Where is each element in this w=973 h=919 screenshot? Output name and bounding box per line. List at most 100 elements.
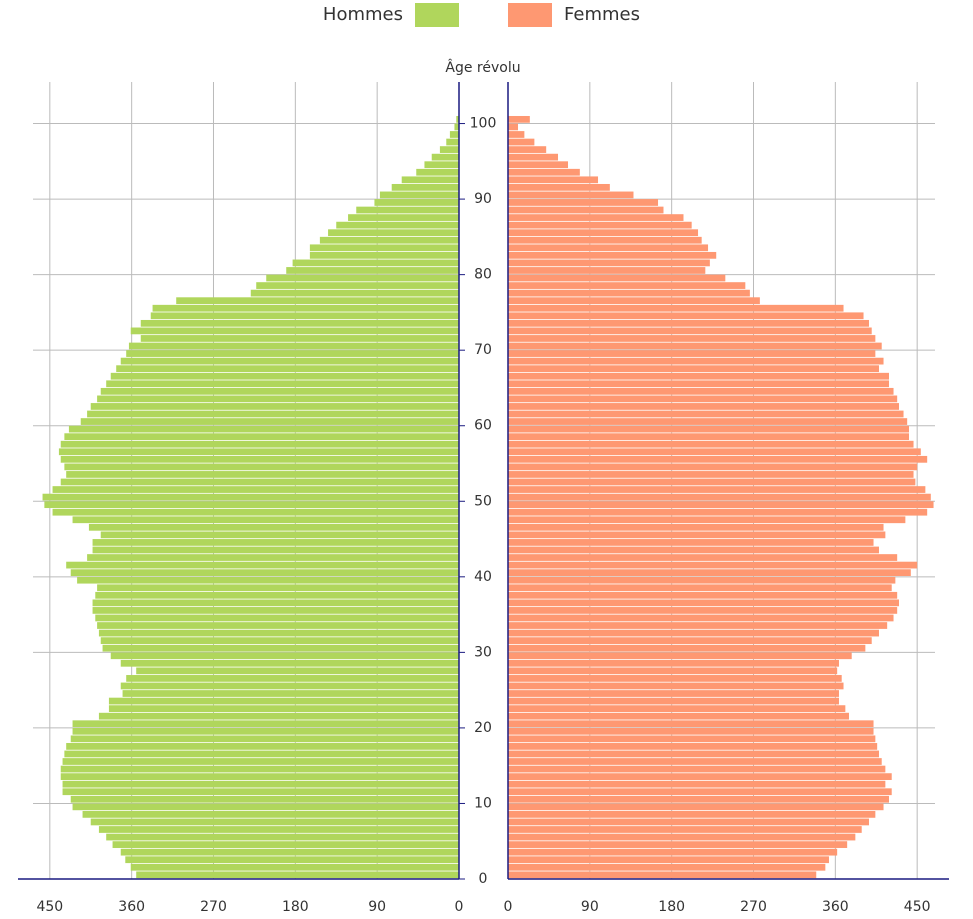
bar bbox=[508, 682, 844, 690]
bar bbox=[60, 478, 459, 486]
bar bbox=[98, 826, 459, 833]
bar bbox=[508, 644, 866, 652]
bar bbox=[97, 584, 460, 592]
bar bbox=[508, 183, 610, 191]
y-tick-label: 60 bbox=[474, 418, 492, 434]
bar bbox=[60, 773, 459, 780]
bar bbox=[106, 833, 459, 841]
bar bbox=[508, 387, 894, 395]
bar bbox=[508, 229, 699, 237]
bar bbox=[286, 267, 459, 274]
bar bbox=[508, 176, 599, 184]
bar bbox=[431, 153, 459, 161]
bar bbox=[508, 584, 892, 592]
bar bbox=[52, 508, 459, 516]
bar bbox=[64, 750, 459, 758]
bar bbox=[508, 274, 726, 282]
bar bbox=[508, 319, 869, 327]
bar bbox=[508, 561, 918, 569]
bar bbox=[90, 403, 459, 410]
bar bbox=[508, 531, 886, 539]
bar bbox=[391, 183, 459, 191]
bar bbox=[508, 282, 746, 289]
x-tick-label: 270 bbox=[200, 899, 227, 915]
bar bbox=[64, 433, 459, 441]
bar bbox=[508, 795, 889, 803]
bar bbox=[70, 795, 459, 803]
bar bbox=[508, 614, 894, 622]
bar bbox=[508, 259, 710, 267]
bar bbox=[508, 690, 839, 697]
bar bbox=[120, 848, 460, 856]
bar bbox=[508, 455, 928, 463]
bar bbox=[508, 599, 899, 607]
bar bbox=[508, 697, 839, 705]
bar bbox=[508, 372, 889, 380]
bar bbox=[92, 607, 459, 614]
x-tick-label: 360 bbox=[118, 899, 145, 915]
bar bbox=[508, 236, 702, 244]
bar bbox=[98, 629, 459, 637]
bar bbox=[328, 229, 459, 237]
bar bbox=[70, 735, 459, 743]
bar bbox=[439, 146, 459, 153]
bar bbox=[62, 758, 460, 765]
bar bbox=[508, 251, 717, 259]
x-tick-label: 90 bbox=[581, 899, 599, 915]
bar bbox=[508, 750, 879, 758]
bar bbox=[66, 743, 460, 750]
bar bbox=[508, 743, 878, 750]
bar bbox=[136, 667, 460, 675]
bar bbox=[126, 675, 459, 682]
bar bbox=[90, 818, 459, 826]
bar bbox=[58, 448, 459, 456]
x-tick-label: 0 bbox=[504, 899, 513, 915]
y-tick-label: 100 bbox=[470, 116, 497, 132]
bar bbox=[95, 591, 459, 599]
bar bbox=[456, 115, 459, 123]
bar bbox=[128, 342, 460, 350]
bar bbox=[140, 319, 460, 327]
x-tick-label: 90 bbox=[368, 899, 386, 915]
bar bbox=[508, 342, 882, 350]
bar bbox=[126, 350, 459, 357]
bar bbox=[508, 811, 876, 818]
bar bbox=[97, 395, 460, 403]
bar bbox=[508, 871, 817, 879]
bar bbox=[508, 758, 882, 765]
bar bbox=[508, 546, 879, 554]
bar bbox=[60, 765, 459, 773]
bar bbox=[122, 690, 459, 697]
bar bbox=[508, 327, 872, 335]
bar bbox=[508, 191, 634, 199]
bar bbox=[88, 523, 460, 531]
bar bbox=[52, 486, 459, 493]
bar bbox=[508, 727, 874, 735]
bar bbox=[508, 788, 892, 796]
bar bbox=[401, 176, 459, 184]
bar bbox=[508, 161, 569, 169]
bar bbox=[508, 818, 869, 826]
bar bbox=[130, 327, 459, 335]
bar bbox=[508, 448, 921, 456]
bar bbox=[508, 304, 844, 312]
bar bbox=[508, 569, 911, 577]
bar bbox=[508, 433, 909, 441]
bar bbox=[379, 191, 459, 199]
bar bbox=[92, 599, 459, 607]
bar bbox=[108, 705, 460, 713]
bar bbox=[508, 138, 535, 146]
bar bbox=[92, 546, 459, 554]
bar bbox=[150, 312, 459, 320]
bar bbox=[152, 304, 460, 312]
legend-label: Hommes bbox=[323, 4, 403, 25]
bar bbox=[508, 297, 760, 305]
bar bbox=[256, 282, 459, 289]
bar bbox=[72, 727, 459, 735]
bar bbox=[508, 365, 879, 373]
bar bbox=[508, 576, 896, 584]
bar bbox=[508, 539, 874, 546]
bar bbox=[508, 841, 848, 848]
bar bbox=[508, 765, 886, 773]
